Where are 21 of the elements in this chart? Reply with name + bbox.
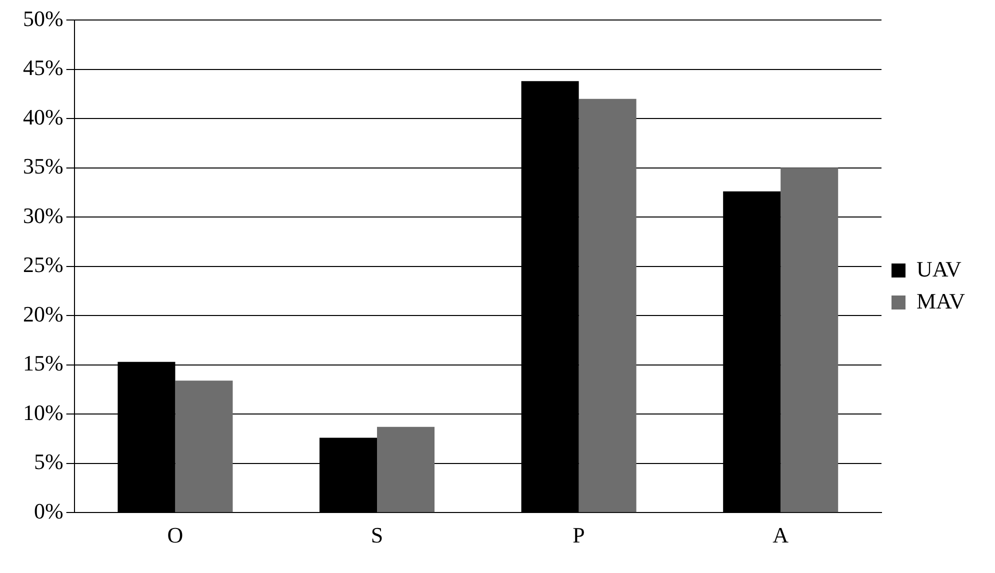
x-tick-label: A xyxy=(772,522,789,548)
legend-label: MAV xyxy=(916,288,966,314)
bar xyxy=(578,98,636,512)
y-tick-label: 15% xyxy=(23,350,64,376)
y-tick-label: 20% xyxy=(23,301,64,326)
y-tick-label: 40% xyxy=(23,104,64,130)
x-tick-label: O xyxy=(167,522,184,548)
legend-label: UAV xyxy=(916,256,962,282)
y-tick-label: 35% xyxy=(23,154,64,179)
y-tick-label: 25% xyxy=(23,252,64,278)
bar xyxy=(780,168,838,512)
y-tick-label: 5% xyxy=(34,449,64,474)
bar xyxy=(377,426,435,512)
x-tick-label: S xyxy=(370,522,384,548)
y-tick-label: 50% xyxy=(23,6,64,31)
y-tick-label: 10% xyxy=(23,400,64,425)
y-tick-label: 0% xyxy=(34,498,64,524)
y-tick-label: 45% xyxy=(23,55,64,80)
y-tick-label: 30% xyxy=(23,202,64,228)
bar xyxy=(175,380,233,512)
x-tick-label: P xyxy=(572,522,585,548)
